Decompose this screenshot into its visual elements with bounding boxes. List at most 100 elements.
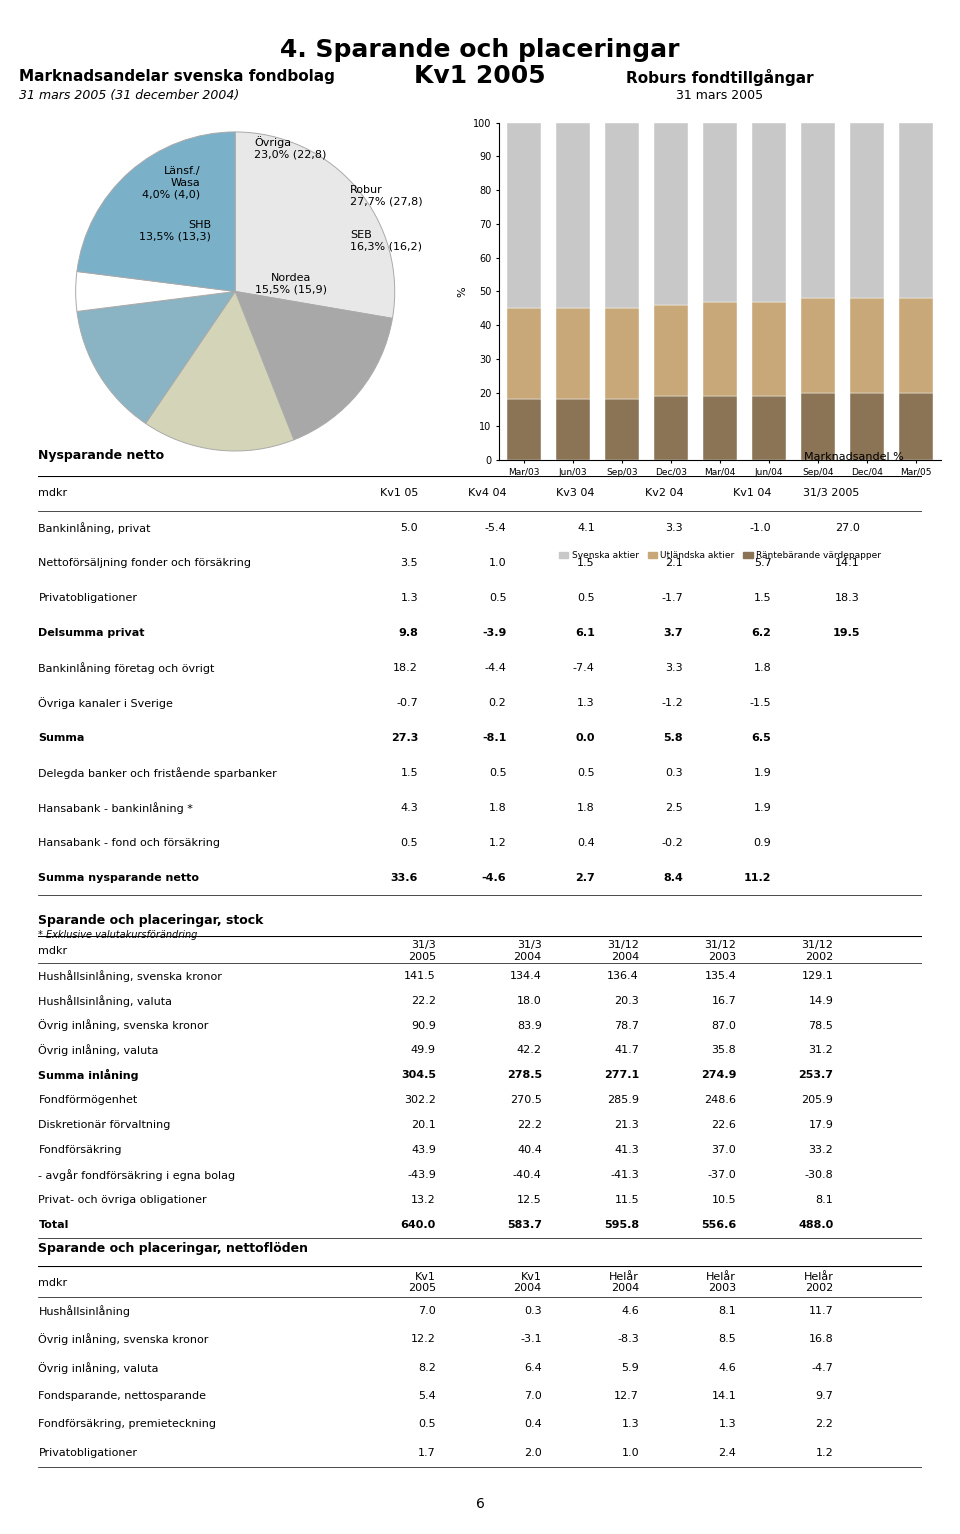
Text: Sparande och placeringar, stock: Sparande och placeringar, stock [38,914,264,927]
Text: -1.0: -1.0 [750,523,772,532]
Text: Roburs fondtillgångar: Roburs fondtillgångar [626,69,814,86]
Text: -5.4: -5.4 [485,523,507,532]
Legend: Svenska aktier, Utländska aktier, Räntebärande värdepapper: Svenska aktier, Utländska aktier, Ränteb… [555,548,885,563]
Bar [850,298,884,393]
Text: Hansabank - bankinlåning *: Hansabank - bankinlåning * [38,802,193,813]
Text: 0.0: 0.0 [575,733,595,742]
Bar [900,298,933,393]
Text: 9.7: 9.7 [815,1391,833,1401]
Text: Diskretionär förvaltning: Diskretionär förvaltning [38,1120,171,1131]
Text: Övriga
23,0% (22,8): Övriga 23,0% (22,8) [254,137,326,160]
Text: -41.3: -41.3 [611,1170,639,1180]
Text: SHB
13,5% (13,3): SHB 13,5% (13,3) [139,219,211,242]
Text: 12.7: 12.7 [614,1391,639,1401]
Bar [507,123,540,308]
Bar [556,308,590,399]
Text: 8.1: 8.1 [816,1195,833,1206]
Text: Helår
2003: Helår 2003 [707,1272,736,1293]
Text: Kv2 04: Kv2 04 [644,488,684,499]
Y-axis label: %: % [458,287,468,296]
Text: 78.7: 78.7 [614,1020,639,1031]
Text: 11.2: 11.2 [744,873,772,882]
Text: 0.5: 0.5 [489,769,507,778]
Bar [507,399,540,460]
Text: 304.5: 304.5 [401,1071,436,1080]
Text: - avgår fondförsäkring i egna bolag: - avgår fondförsäkring i egna bolag [38,1169,235,1181]
Text: 6.4: 6.4 [524,1362,541,1373]
Text: 14.1: 14.1 [835,558,860,568]
Text: 0.3: 0.3 [524,1305,541,1316]
Text: 49.9: 49.9 [411,1046,436,1055]
Text: Fondförsäkring: Fondförsäkring [38,1146,122,1155]
Text: 87.0: 87.0 [711,1020,736,1031]
Text: 278.5: 278.5 [507,1071,541,1080]
Text: 40.4: 40.4 [516,1146,541,1155]
Text: Helår
2002: Helår 2002 [804,1272,833,1293]
Bar [507,308,540,399]
Text: -43.9: -43.9 [407,1170,436,1180]
Text: Övrig inlåning, svenska kronor: Övrig inlåning, svenska kronor [38,1020,208,1031]
Text: -0.7: -0.7 [396,698,419,707]
Text: 2.1: 2.1 [665,558,684,568]
Text: Nettoförsäljning fonder och försäkring: Nettoförsäljning fonder och försäkring [38,558,252,568]
Text: 0.9: 0.9 [754,838,772,848]
Wedge shape [235,132,395,319]
Text: 42.2: 42.2 [516,1046,541,1055]
Text: 20.3: 20.3 [614,996,639,1006]
Text: 43.9: 43.9 [411,1146,436,1155]
Bar [801,123,835,298]
Text: Summa: Summa [38,733,84,742]
Text: 41.3: 41.3 [614,1146,639,1155]
Text: 205.9: 205.9 [802,1095,833,1106]
Wedge shape [146,291,294,451]
Text: -1.5: -1.5 [750,698,772,707]
Text: 1.5: 1.5 [754,594,772,603]
Text: Marknadsandel %: Marknadsandel % [804,453,904,462]
Text: 31.2: 31.2 [808,1046,833,1055]
Text: Övrig inlåning, valuta: Övrig inlåning, valuta [38,1362,159,1373]
Text: -7.4: -7.4 [573,663,595,673]
Text: -3.9: -3.9 [482,627,507,638]
Text: 2.4: 2.4 [718,1448,736,1457]
Text: 21.3: 21.3 [614,1120,639,1131]
Text: 31/12
2003: 31/12 2003 [705,940,736,962]
Text: 22.6: 22.6 [711,1120,736,1131]
Text: 31 mars 2005: 31 mars 2005 [677,89,763,101]
Text: Kv4 04: Kv4 04 [468,488,507,499]
Wedge shape [77,132,235,291]
Text: 0.2: 0.2 [489,698,507,707]
Bar [850,393,884,460]
Text: 556.6: 556.6 [701,1220,736,1230]
Text: 8.2: 8.2 [418,1362,436,1373]
Text: 16.7: 16.7 [711,996,736,1006]
Text: 7.0: 7.0 [524,1391,541,1401]
Text: SEB
16,3% (16,2): SEB 16,3% (16,2) [350,230,422,252]
Text: 10.5: 10.5 [711,1195,736,1206]
Text: 1.7: 1.7 [419,1448,436,1457]
Text: 270.5: 270.5 [510,1095,541,1106]
Text: 78.5: 78.5 [808,1020,833,1031]
Text: 6.2: 6.2 [752,627,772,638]
Text: Bankinlåning, privat: Bankinlåning, privat [38,522,151,534]
Text: Kv1
2004: Kv1 2004 [514,1272,541,1293]
Text: 31/3
2005: 31/3 2005 [408,940,436,962]
Text: 2.7: 2.7 [575,873,595,882]
Text: -0.2: -0.2 [661,838,684,848]
Text: 141.5: 141.5 [404,971,436,980]
Wedge shape [235,291,393,440]
Text: 135.4: 135.4 [705,971,736,980]
Text: 12.2: 12.2 [411,1335,436,1344]
Bar [752,396,786,460]
Bar [654,396,688,460]
Text: 0.5: 0.5 [400,838,419,848]
Bar [703,302,737,396]
Text: 0.3: 0.3 [665,769,684,778]
Text: -8.3: -8.3 [617,1335,639,1344]
Text: -30.8: -30.8 [804,1170,833,1180]
Text: Hushållsinlåning, valuta: Hushållsinlåning, valuta [38,994,173,1006]
Text: 1.9: 1.9 [754,802,772,813]
Text: 41.7: 41.7 [614,1046,639,1055]
Text: 0.5: 0.5 [489,594,507,603]
Text: 6.1: 6.1 [575,627,595,638]
Text: 5.7: 5.7 [754,558,772,568]
